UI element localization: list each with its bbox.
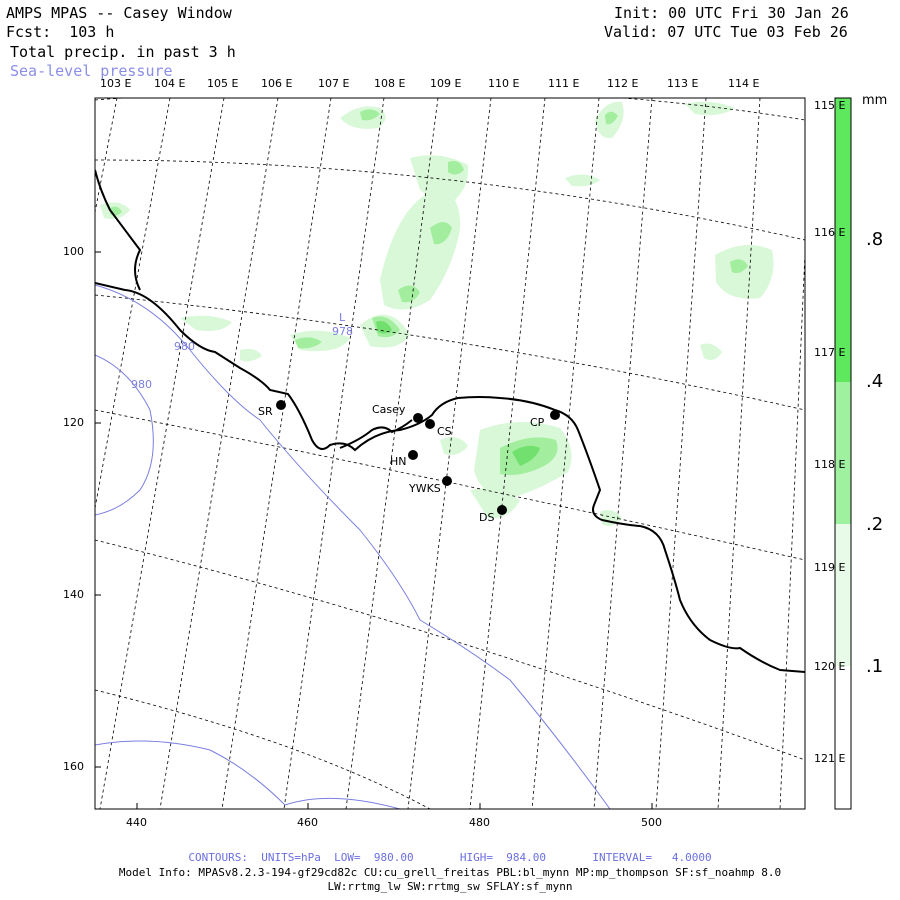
station-markers <box>276 400 560 515</box>
precip-field <box>100 101 774 526</box>
lon-label-119: 119 E <box>814 561 846 574</box>
lon-label-121: 121 E <box>814 752 846 765</box>
model-info: Model Info: MPASv8.2.3-194-gf29cd82c CU:… <box>118 866 782 879</box>
x-label-480: 480 <box>469 816 490 829</box>
lon-label-120: 120 E <box>814 660 846 673</box>
lon-label-117: 117 E <box>814 346 846 359</box>
lon-label-115: 115 E <box>814 99 846 112</box>
isobar-label-b: 980 <box>131 378 152 391</box>
model-info-line2: LW:rrtmg_lw SW:rrtmg_sw SFLAY:sf_mynn <box>327 880 573 893</box>
lon-label-113: 113 E <box>667 77 699 90</box>
field-slp-label: Sea-level pressure <box>10 62 173 80</box>
colorbar <box>834 97 852 810</box>
lon-label-104: 104 E <box>154 77 186 90</box>
init-time: Init: 00 UTC Fri 30 Jan 26 <box>614 4 849 22</box>
low-center-value: 978 <box>332 325 353 338</box>
lon-label-112: 112 E <box>607 77 639 90</box>
lon-label-118: 118 E <box>814 458 846 471</box>
station-label-cs: CS <box>437 425 452 438</box>
top-lon-labels: 103 E 104 E 105 E 106 E 107 E 108 E 109 … <box>0 77 900 93</box>
station-label-ds: DS <box>479 511 495 524</box>
lon-label-105: 105 E <box>207 77 239 90</box>
x-label-500: 500 <box>641 816 662 829</box>
lon-label-107: 107 E <box>318 77 350 90</box>
lon-label-106: 106 E <box>261 77 293 90</box>
lon-label-114: 114 E <box>728 77 760 90</box>
y-label-160: 160 <box>63 760 84 773</box>
contour-info: CONTOURS: UNITS=hPa LOW= 980.00 HIGH= 98… <box>188 851 712 864</box>
coastline <box>95 169 805 673</box>
colorbar-label-0.4: .4 <box>866 371 884 392</box>
station-label-ywks: YWKS <box>409 482 441 495</box>
isobar-label-a: 980 <box>174 340 195 353</box>
x-label-460: 460 <box>297 816 318 829</box>
lon-label-111: 111 E <box>548 77 580 90</box>
lon-label-103: 103 E <box>100 77 132 90</box>
forecast-hour: Fcst: 103 h <box>6 23 115 41</box>
valid-time: Valid: 07 UTC Tue 03 Feb 26 <box>604 23 848 41</box>
colorbar-unit: mm <box>862 93 888 108</box>
station-label-casey: Casey <box>372 403 406 416</box>
colorbar-label-0.8: .8 <box>866 229 884 250</box>
station-label-cp: CP <box>530 416 545 429</box>
lon-label-116: 116 E <box>814 226 846 239</box>
field-precip-label: Total precip. in past 3 h <box>10 43 236 61</box>
isobar-contours <box>95 284 611 809</box>
colorbar-label-0.2: .2 <box>866 514 884 535</box>
colorbar-label-0.1: .1 <box>866 656 884 677</box>
lon-label-110: 110 E <box>488 77 520 90</box>
station-label-hn: HN <box>390 455 407 468</box>
x-label-440: 440 <box>126 816 147 829</box>
y-label-120: 120 <box>63 416 84 429</box>
y-label-140: 140 <box>63 588 84 601</box>
map-title: AMPS MPAS -- Casey Window <box>6 4 232 22</box>
lon-label-109: 109 E <box>430 77 462 90</box>
station-label-sr: SR <box>258 405 273 418</box>
y-label-100: 100 <box>63 245 84 258</box>
low-center-symbol: L <box>339 311 346 324</box>
lon-label-108: 108 E <box>374 77 406 90</box>
lonlat-grid <box>95 98 805 809</box>
